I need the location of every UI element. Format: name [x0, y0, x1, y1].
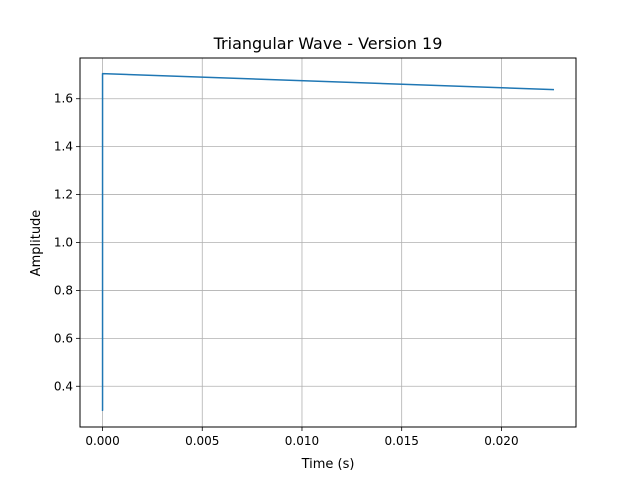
y-tick-label: 0.8	[54, 283, 73, 297]
y-tick-label: 1.0	[54, 236, 73, 250]
y-axis: 0.4 0.6 0.8 1.0 1.2 1.4 1.6	[54, 92, 80, 393]
y-tick-label: 1.6	[54, 92, 73, 106]
series-layer	[101, 72, 555, 411]
x-tick-label: 0.020	[484, 434, 518, 448]
x-tick-label: 0.010	[285, 434, 319, 448]
x-tick-label: 0.005	[185, 434, 219, 448]
x-axis-label: Time (s)	[301, 457, 355, 472]
y-tick-label: 1.4	[54, 140, 73, 154]
x-axis: 0.000 0.005 0.010 0.015 0.020	[85, 427, 519, 448]
x-tick-label: 0.000	[85, 434, 119, 448]
x-tick-label: 0.015	[385, 434, 419, 448]
series-line	[101, 72, 555, 411]
y-tick-label: 1.2	[54, 188, 73, 202]
grid	[80, 58, 576, 427]
chart-title: Triangular Wave - Version 19	[213, 34, 443, 53]
y-tick-label: 0.6	[54, 331, 73, 345]
y-tick-label: 0.4	[54, 379, 73, 393]
y-axis-label: Amplitude	[29, 210, 44, 277]
